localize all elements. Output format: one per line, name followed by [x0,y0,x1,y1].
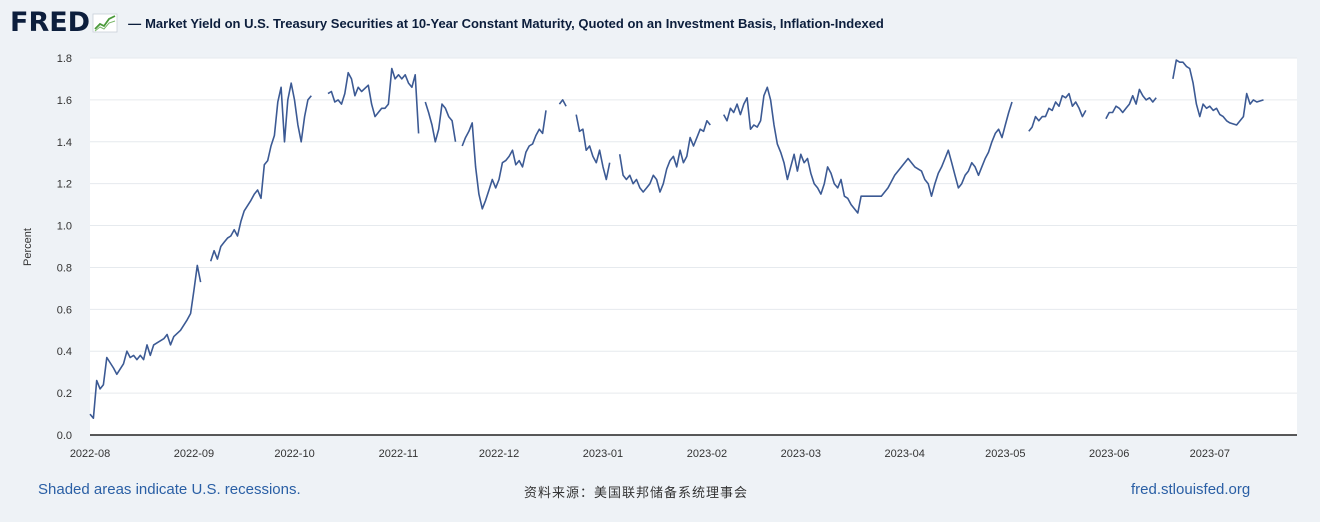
x-tick-label: 2023-06 [1089,448,1129,460]
source-note: 资料来源：美国联邦储备系统理事会 [524,485,749,500]
x-tick-labels: 2022-08 2022-09 2022-10 2022-11 2022-12 2023-… [70,448,1230,460]
y-tick-label: 1.0 [57,221,72,233]
series-line-segment [618,120,711,193]
y-tick-label: 1.4 [57,137,72,149]
series-line-segment [1028,92,1087,132]
fred-trend-icon [92,13,118,33]
y-tick-label: 0.6 [57,304,72,316]
x-tick-label: 2023-05 [985,448,1025,460]
series-line-segment [89,264,202,420]
y-tick-label: 1.6 [57,95,72,107]
series-line [89,59,1264,420]
series-legend-dash: — [128,15,142,31]
x-tick-label: 2023-07 [1190,448,1230,460]
y-tick-label: 0.4 [57,346,72,358]
x-tick-label: 2022-08 [70,448,110,460]
series-line-segment [209,82,312,262]
y-tick-labels: 0.0 0.2 0.4 0.6 0.8 1.0 1.2 1.4 1.6 1.8 [57,53,72,442]
y-axis-label: Percent [22,228,34,266]
y-tick-label: 0.0 [57,430,72,442]
plot-area [90,58,1297,435]
series-line-segment [327,67,420,134]
y-tick-label: 0.8 [57,262,72,274]
x-tick-label: 2022-12 [479,448,519,460]
fred-site-link[interactable]: fred.stlouisfed.org [1131,481,1251,498]
recession-note: Shaded areas indicate U.S. recessions. [38,481,301,498]
chart-header: FRED — Market Yield on U.S. Treasury Secu… [10,8,884,38]
x-tick-label: 2022-11 [379,448,419,460]
x-tick-label: 2023-03 [781,448,821,460]
chart-title-text: Market Yield on U.S. Treasury Securities… [145,15,884,31]
grid-lines [90,57,1297,394]
series-line-segment [1172,59,1264,126]
x-tick-label: 2023-02 [687,448,727,460]
series-line-segment [722,86,1013,214]
x-tick-label: 2022-09 [174,448,214,460]
series-line-segment [461,110,547,210]
series-line-segment [424,101,457,143]
y-tick-label: 1.2 [57,179,72,191]
fred-logo[interactable]: FRED [10,7,91,38]
series-line-segment [558,99,567,107]
chart-title: — Market Yield on U.S. Treasury Securitie… [128,16,884,31]
series-line-segment [575,114,611,181]
y-tick-label: 1.8 [57,53,72,65]
x-tick-label: 2023-04 [885,448,925,460]
series-line-segment [1105,88,1157,120]
y-tick-label: 0.2 [57,388,72,400]
x-tick-label: 2022-10 [274,448,314,460]
x-tick-label: 2023-01 [583,448,623,460]
